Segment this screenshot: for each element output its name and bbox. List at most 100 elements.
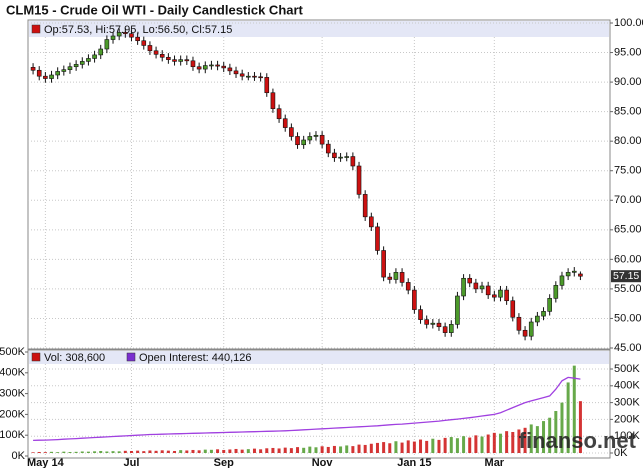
candle-body (289, 127, 294, 137)
volume-bar (142, 451, 146, 453)
volume-bar (160, 450, 164, 453)
candle-body (405, 282, 411, 291)
candle-body (559, 275, 565, 286)
volume-bar (511, 432, 515, 453)
candle-body (166, 56, 171, 60)
volume-bar (283, 447, 287, 453)
volume-bar (462, 436, 466, 453)
y2-tick-label: 200K (614, 413, 640, 425)
volume-bar (93, 451, 97, 453)
candle-body (141, 40, 147, 46)
volume-bar (339, 446, 343, 453)
volume-bar (320, 446, 324, 453)
volume-bar (37, 451, 41, 453)
volume-bar (498, 433, 502, 453)
candle-body (67, 66, 73, 70)
volume-bar (216, 449, 220, 453)
volume-bar (277, 448, 281, 453)
volume-bar (419, 439, 423, 453)
volume-bar (80, 451, 84, 453)
y-tick-label: 45.00 (614, 342, 642, 354)
y-tick-label: 75.00 (614, 165, 642, 177)
volume-bar (443, 437, 447, 453)
ohlc-legend: Op:57.53, Hi:57.95, Lo:56.50, Cl:57.15 (44, 24, 232, 36)
plot-layer: 100.00 95.00 90.00 85.00 80.00 75.00 70.00 65.0… (0, 17, 643, 468)
volume-legend-strip (29, 351, 609, 364)
candle-body (49, 74, 54, 79)
volume-bar (240, 449, 244, 453)
volume-bar (388, 443, 392, 453)
volume-bar (154, 450, 158, 453)
candle-body (479, 285, 485, 290)
candle-body (239, 73, 245, 77)
y-tick-label: 50.00 (614, 312, 642, 324)
volume-bar (123, 450, 127, 453)
candle-body (473, 282, 479, 290)
volume-bar (314, 447, 318, 453)
volume-bar (31, 452, 35, 453)
candle-body (104, 39, 110, 50)
volume-bar (271, 447, 275, 453)
vol-tick-label: 300K (0, 388, 26, 400)
chart-title: CLM15 - Crude Oil WTI - Daily Candlestic… (6, 2, 304, 17)
y-tick-label: 95.00 (614, 46, 642, 58)
y-tick-label: 70.00 (614, 194, 642, 206)
volume-bar (265, 448, 269, 453)
candle-body (430, 322, 436, 325)
candle-body (535, 315, 540, 323)
price-legend-strip (29, 21, 609, 37)
y-tick-label: 60.00 (614, 253, 642, 265)
volume-bar (517, 429, 521, 453)
volume-bar (468, 437, 472, 453)
volume-bar (302, 447, 306, 453)
candle-body (202, 65, 208, 70)
volume-bar (173, 450, 177, 453)
candle-body (79, 61, 85, 65)
volume-bar (99, 450, 103, 453)
candle-body (147, 45, 153, 52)
volume-bar (50, 451, 54, 453)
volume-bar (474, 435, 478, 453)
x-tick-label: Sep (214, 457, 234, 468)
oi-legend: Open Interest: 440,126 (139, 352, 252, 364)
volume-bar (412, 441, 416, 453)
open-interest-line (33, 376, 581, 442)
volume-bar (425, 440, 429, 453)
y-tick-label: 100.00 (614, 17, 643, 29)
volume-bar (259, 449, 263, 453)
volume-bar (203, 449, 207, 453)
candle-body (553, 285, 559, 299)
candle-body (264, 77, 270, 94)
volume-bar (222, 449, 226, 453)
candle-body (516, 316, 522, 331)
candle-body (338, 156, 343, 159)
volume-bar (326, 446, 330, 453)
volume-bar (566, 382, 570, 453)
vol-tick-label: 500K (0, 346, 26, 358)
candle-body (123, 32, 128, 34)
last-price-box (611, 270, 641, 283)
volume-bar (136, 450, 140, 453)
candle-body (455, 295, 460, 325)
volume-bar (111, 451, 115, 453)
candle-body (325, 143, 331, 154)
candle-body (73, 64, 79, 68)
y2-tick-label: 0K (614, 447, 628, 459)
candle-body (510, 300, 516, 318)
candle-body (30, 67, 36, 71)
candle-body (522, 329, 528, 337)
candle-body (565, 272, 571, 277)
candle-body (221, 65, 227, 69)
volume-bar (554, 411, 558, 453)
volume-bar (505, 431, 509, 453)
candle-body (399, 272, 405, 283)
candle-body (528, 321, 534, 337)
volume-bar (449, 437, 453, 453)
candle-body (436, 322, 442, 328)
candle-body (196, 66, 202, 70)
candle-body (178, 59, 183, 62)
candle-body (498, 289, 503, 298)
volume-bar (480, 436, 484, 453)
candle-body (485, 285, 491, 296)
